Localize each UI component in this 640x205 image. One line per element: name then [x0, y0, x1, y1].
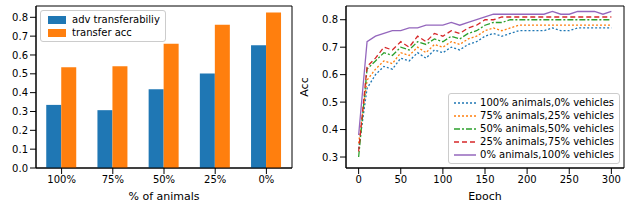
svg-text:% of animals: % of animals [128, 190, 199, 200]
svg-text:0.7: 0.7 [322, 42, 338, 53]
html-text:adv transferabiliy: adv transferabiliy [72, 14, 160, 25]
svg-text:0.8: 0.8 [12, 12, 28, 23]
svg-text:Epoch: Epoch [468, 190, 502, 200]
svg-text:0%: 0% [258, 174, 274, 185]
svg-text:250: 250 [560, 174, 579, 185]
svg-text:25%: 25% [204, 174, 226, 185]
svg-text:300: 300 [602, 174, 621, 185]
svg-text:0.8: 0.8 [322, 14, 338, 25]
svg-text:0.3: 0.3 [322, 152, 338, 163]
svg-text:200: 200 [518, 174, 537, 185]
svg-text:0.2: 0.2 [12, 125, 28, 136]
svg-text:0.0: 0.0 [12, 163, 28, 174]
svg-text:50%: 50% [153, 174, 175, 185]
html-text:100% animals,0% vehicles: 100% animals,0% vehicles [480, 97, 614, 108]
html-text:0% animals,100% vehicles: 0% animals,100% vehicles [480, 149, 614, 160]
svg-text:50: 50 [394, 174, 407, 185]
html-text:75% animals,25% vehicles: 75% animals,25% vehicles [480, 110, 614, 121]
svg-text:0.7: 0.7 [12, 31, 28, 42]
html-text:50% animals,50% vehicles: 50% animals,50% vehicles [480, 123, 614, 134]
svg-text:0.4: 0.4 [12, 87, 28, 98]
svg-text:Acc: Acc [300, 77, 311, 96]
svg-text:75%: 75% [102, 174, 124, 185]
svg-text:0.5: 0.5 [12, 68, 28, 79]
svg-text:0.4: 0.4 [322, 124, 338, 135]
html-text:transfer acc: transfer acc [72, 27, 132, 38]
svg-text:0.5: 0.5 [322, 97, 338, 108]
svg-text:0.6: 0.6 [322, 69, 338, 80]
svg-text:0.1: 0.1 [12, 144, 28, 155]
html-text:25% animals,75% vehicles: 25% animals,75% vehicles [480, 136, 614, 147]
svg-text:0.6: 0.6 [12, 50, 28, 61]
svg-text:150: 150 [475, 174, 494, 185]
svg-text:100: 100 [433, 174, 452, 185]
svg-text:0: 0 [355, 174, 361, 185]
svg-text:100%: 100% [47, 174, 76, 185]
svg-text:0.3: 0.3 [12, 106, 28, 117]
